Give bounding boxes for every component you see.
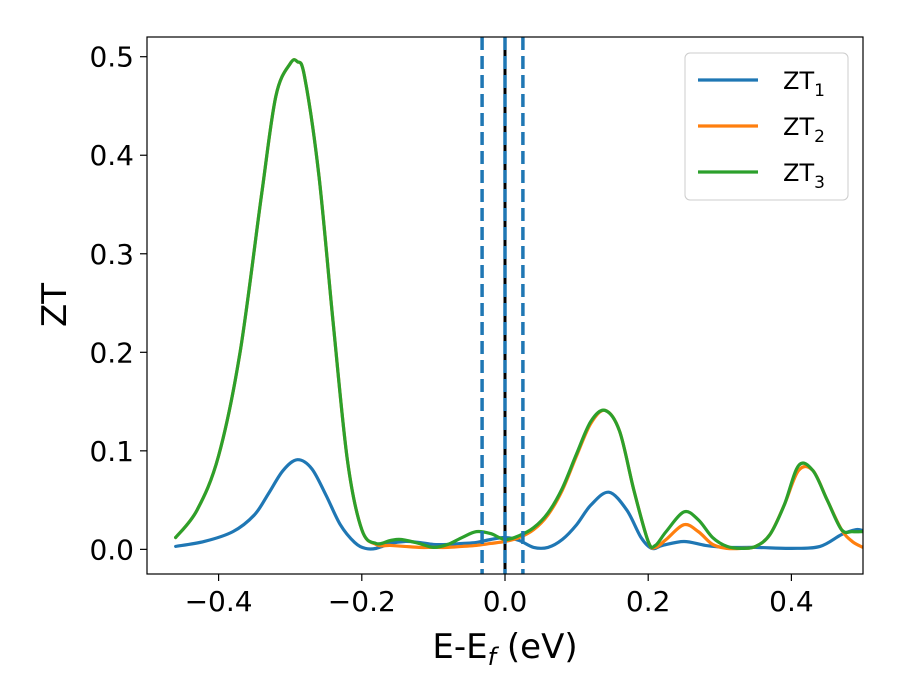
y-tick-label: 0.4	[89, 139, 134, 172]
legend-label-zt1: ZT1	[783, 67, 825, 101]
series-lines	[174, 58, 863, 551]
y-tick-label: 0.0	[89, 533, 134, 566]
legend-label-zt3: ZT3	[783, 159, 825, 193]
legend-box	[684, 52, 849, 201]
x-tick-label: −0.2	[328, 585, 396, 618]
x-tick-label: 0.4	[769, 585, 814, 618]
x-axis-title: E-Ef (eV)	[432, 627, 577, 671]
series-line-zt3	[174, 58, 863, 550]
legend-label-zt2: ZT2	[783, 113, 825, 147]
x-axis-ticks: −0.4 −0.2 0.0 0.2 0.4	[185, 574, 814, 618]
y-axis-title: ZT	[35, 283, 75, 327]
x-tick-label: −0.4	[185, 585, 253, 618]
legend: ZT1 ZT2 ZT3	[684, 52, 849, 201]
y-axis-ticks: 0.0 0.1 0.2 0.3 0.4 0.5	[89, 41, 147, 566]
y-tick-label: 0.3	[89, 238, 134, 271]
y-tick-label: 0.2	[89, 336, 134, 369]
reference-lines	[480, 37, 525, 574]
x-tick-label: 0.0	[483, 585, 528, 618]
y-tick-label: 0.5	[89, 41, 134, 74]
y-tick-label: 0.1	[89, 435, 134, 468]
x-tick-label: 0.2	[626, 585, 671, 618]
